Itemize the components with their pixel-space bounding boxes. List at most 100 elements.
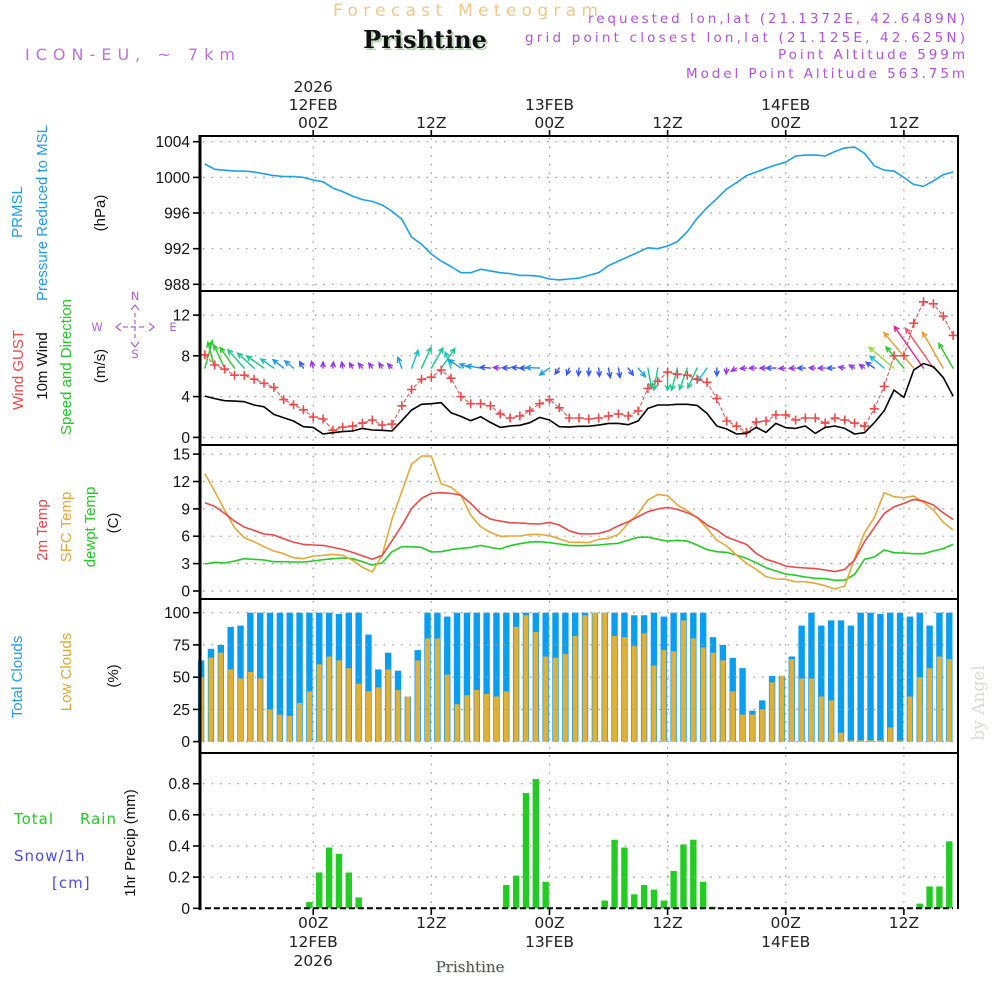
low-cloud-bar [287, 715, 293, 742]
gust-marker [899, 351, 909, 361]
gust-marker [869, 404, 879, 414]
low-cloud-bar [671, 651, 677, 742]
x-tick-label-bottom: 14FEB [761, 933, 810, 951]
wind-arrow [837, 364, 846, 371]
low-cloud-bar [927, 668, 933, 742]
precip-bar [926, 886, 933, 909]
gust-line [204, 301, 954, 433]
low-cloud-bar [946, 659, 952, 742]
low-cloud-bar [690, 638, 696, 742]
gust-marker [623, 411, 633, 421]
precip-total-label: Total [13, 810, 54, 828]
gust-marker [909, 318, 919, 328]
gust-marker [367, 415, 377, 425]
wind-arrow [245, 355, 265, 369]
low-cloud-bar [602, 612, 608, 742]
wind-arrow [867, 346, 895, 369]
total-cloud-bar [857, 612, 864, 742]
gust-marker [938, 311, 948, 321]
wind-arrow [738, 365, 748, 371]
temp-dewpoint-label: dewpt Temp [82, 487, 99, 568]
low-cloud-bar [612, 635, 618, 742]
total-cloud-bar [877, 613, 884, 742]
low-cloud-bar [631, 646, 637, 742]
wind-arrow [348, 361, 355, 369]
x-tick-label-top: 00Z [534, 114, 564, 132]
precip-bar [542, 881, 549, 909]
gust-marker [279, 395, 289, 405]
gust-marker [564, 413, 574, 423]
wind-unit-label: (m/s) [92, 349, 109, 383]
wind-arrow [764, 365, 777, 371]
total-cloud-bar [483, 612, 490, 742]
low-cloud-bar [848, 740, 854, 742]
gust-marker [357, 418, 367, 428]
y-tick-label: 0 [181, 584, 190, 601]
surface-temp-line [204, 455, 954, 590]
precip-bar [306, 902, 313, 909]
gust-marker [417, 374, 426, 384]
wind-direction-label: Speed and Direction [58, 299, 75, 435]
gust-marker [791, 415, 801, 425]
temp-2m-label: 2m Temp [34, 499, 51, 560]
gust-marker [781, 410, 791, 420]
precip-labels: Total Rain Snow/1h [cm] 1hr Precip (mm) [13, 789, 139, 897]
gust-marker [820, 418, 830, 428]
wind-arrow [777, 365, 787, 372]
y-tick-label: 0.8 [168, 776, 190, 793]
low-cloud-bar [513, 626, 519, 742]
wind-arrow [825, 365, 836, 371]
low-cloud-bar [592, 612, 598, 742]
axes: 1004100099699298812840151296301007550250… [156, 78, 959, 970]
compass-west: W [91, 320, 102, 334]
low-cloud-bar [257, 678, 263, 742]
compass-north: N [131, 289, 140, 303]
wind-arrow [219, 346, 236, 369]
precip-axis-label: 1hr Precip (mm) [122, 789, 139, 897]
wind-arrow [271, 358, 285, 369]
pressure-line [204, 146, 954, 281]
x-tick-label-top: 2026 [293, 78, 332, 96]
gust-marker [850, 418, 860, 428]
temp-2m-line [204, 491, 954, 573]
y-tick-label: 0.4 [168, 839, 190, 856]
y-tick-label: 988 [164, 277, 190, 294]
wind-arrow [213, 343, 226, 369]
wind-arrow [847, 364, 856, 370]
station-name: Prishtine [363, 25, 487, 54]
low-cloud-bar [868, 740, 874, 742]
wind-arrow [298, 360, 305, 369]
low-cloud-bar [838, 732, 844, 742]
precip-bar [660, 900, 667, 909]
wind-arrow [729, 366, 738, 372]
gust-marker [840, 415, 850, 425]
wind-10m-line [204, 362, 954, 435]
wind-arrow [713, 367, 720, 378]
gust-marker [446, 373, 456, 383]
x-tick-label-bottom: 12FEB [289, 933, 338, 951]
precip-bar [355, 897, 362, 909]
compass-south: S [131, 347, 138, 361]
low-cloud-bar [887, 727, 893, 742]
gust-marker [485, 401, 495, 411]
precip-bar [946, 841, 953, 909]
gust-marker [761, 416, 771, 426]
precip-bar [631, 894, 638, 909]
low-cloud-bar [543, 656, 549, 742]
wind-arrow [882, 331, 915, 369]
gust-marker [633, 406, 643, 416]
wind-arrow [465, 363, 482, 370]
panel-precipitation [203, 755, 956, 910]
wind-arrow [575, 367, 582, 378]
low-cloud-bar [828, 700, 834, 742]
x-tick-label-bottom: 00Z [771, 914, 801, 932]
gust-marker [545, 395, 554, 405]
clouds-unit-label: (%) [105, 664, 122, 687]
gust-marker [860, 421, 869, 431]
point-altitude: Point Altitude 599m [778, 47, 965, 63]
wind-arrow [367, 361, 374, 369]
total-cloud-bar [256, 612, 264, 742]
compass-left-arrow-icon [115, 322, 122, 332]
wind-arrow [386, 362, 394, 370]
